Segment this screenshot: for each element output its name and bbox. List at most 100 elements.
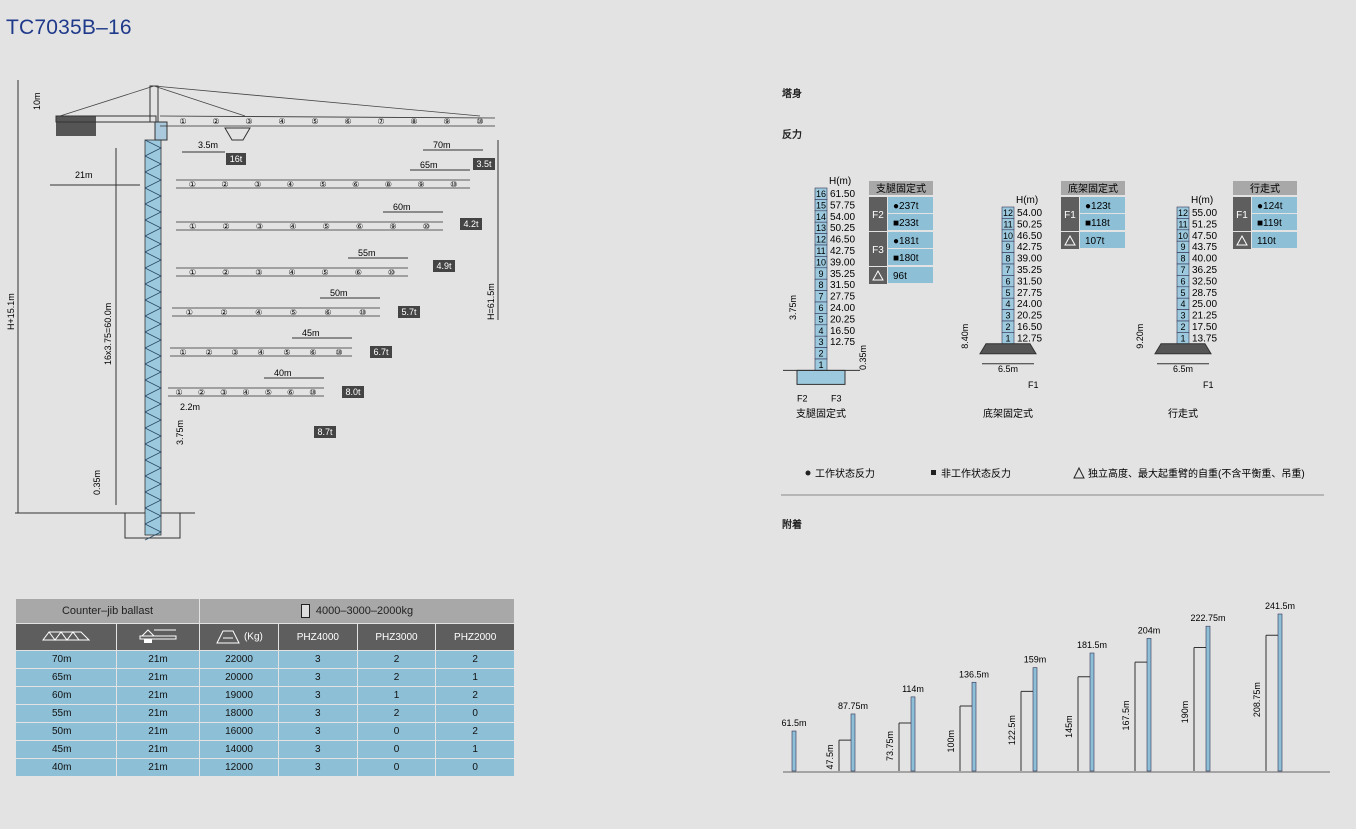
jib-section-label: ① (179, 117, 186, 126)
cab (154, 121, 168, 141)
jib-section-label: ① (179, 348, 186, 357)
load-badge (460, 218, 482, 230)
force-label: F1 (1203, 380, 1214, 390)
jib-length-label: 45m (302, 328, 320, 338)
jib-length-label: 70m (433, 140, 451, 150)
table-cell: 21m (116, 686, 200, 705)
dim-label: 8.40m (960, 324, 970, 349)
jib-section-label: ⑨ (389, 222, 396, 231)
jib-variant: ① ② ③ ④ ⑤ ⑥ ⑩ 55m 5.7t (176, 248, 420, 318)
jib-section-label: ⑤ (283, 348, 290, 357)
legend-label: 独立高度、最大起重臂的自重(不含平衡重、吊重) (1088, 467, 1305, 480)
table-cell: 0 (356, 722, 437, 741)
table-row: 40m 21m 12000 3 0 0 (15, 758, 515, 777)
section-number: 4 (1180, 299, 1185, 309)
level-value: 21.25 (1192, 311, 1217, 322)
row-key-bg (1061, 197, 1079, 231)
section-number: 11 (1178, 219, 1187, 229)
jib-section-label: ④ (288, 268, 295, 277)
tie-tower: 136.5m 100m (946, 669, 989, 772)
top-height-label: 204m (1138, 625, 1161, 635)
jib-chord (170, 347, 352, 357)
crane-elevation: ① ② ③ ④ ⑤ ⑥ ⑦ ⑧ ⑨ ⑩ 16t 3.5m 70m 3.5t ① ② ③ ④ ⑤ ⑥ ⑧ ⑨ ⑩ 65m 4.2t… (6, 80, 499, 541)
value-cell (888, 232, 933, 248)
anchor-line (1193, 646, 1206, 771)
level-value: 51.25 (1192, 219, 1217, 230)
section-number: 10 (816, 257, 826, 267)
anchor-line (838, 739, 851, 771)
table-title: 底架固定式 (1068, 182, 1118, 195)
dim-label: 6.5m (1173, 364, 1193, 374)
tower-bar (791, 730, 797, 772)
jib-section-label: ⑩ (335, 348, 342, 357)
level-value: 27.75 (1017, 288, 1042, 299)
value-cell (1080, 197, 1125, 213)
table-cell: 50m (15, 722, 117, 741)
level-value: 39.00 (1017, 254, 1042, 265)
top-height-label: 159m (1024, 655, 1047, 665)
value-text: ■119t (1257, 218, 1282, 229)
jib-section-label: ② (220, 308, 227, 317)
level-value: 55.00 (1192, 208, 1217, 219)
table-cell: 21m (116, 740, 200, 759)
jib-chord (168, 387, 324, 397)
table-cell: 2 (435, 650, 515, 669)
table-cell: 1 (356, 686, 437, 705)
legend-label: 工作状态反力 (815, 467, 875, 480)
jib-section-label: ① (176, 388, 183, 397)
weight-icon (216, 630, 240, 644)
table-cell: 2 (356, 650, 437, 669)
value-cell (888, 249, 933, 265)
section-number: 13 (816, 223, 826, 233)
tower-bar (1032, 667, 1038, 772)
tie-tower: 114m 73.75m (885, 684, 924, 772)
tower-bar (910, 696, 916, 772)
row-key-bg (869, 232, 887, 266)
anchor-label: 122.5m (1007, 715, 1017, 745)
jib-section-label: ④ (255, 308, 262, 317)
table-cell: 3 (278, 722, 358, 741)
level-value: 46.50 (1017, 231, 1042, 242)
load-label: 8.0t (345, 387, 361, 397)
table-cell: 2 (356, 668, 437, 687)
section-number: 1 (818, 360, 823, 370)
jib-section-label: ① (189, 268, 196, 277)
level-value: 20.25 (1017, 311, 1042, 322)
jib-section-label: ① (189, 180, 196, 189)
section-label: 3.75m (175, 420, 185, 445)
value-text: 107t (1085, 236, 1105, 247)
section-tower: 塔身 (782, 89, 802, 100)
tie-tower: 159m 122.5m (1007, 655, 1047, 772)
value-text: ■233t (893, 218, 919, 229)
level-value: 20.25 (830, 314, 855, 325)
jib-length-label: 60m (393, 202, 411, 212)
jib-section-label: ⑤ (322, 268, 329, 277)
tie-tower: 241.5m 208.75m (1252, 601, 1295, 772)
table-cell: 18000 (199, 704, 279, 723)
table-cell: 21m (116, 704, 200, 723)
dim-label: 21m (75, 170, 93, 180)
jib-chord (176, 221, 443, 231)
table-cell: 0 (356, 740, 437, 759)
table-cell: 2 (356, 704, 437, 723)
section-reaction: 反力 (782, 130, 802, 141)
section-number: 4 (1005, 299, 1010, 309)
row-key: F2 (872, 210, 884, 221)
tower-bar (971, 681, 977, 772)
counterweight (56, 116, 96, 136)
load-badge (314, 426, 336, 438)
table-cell: 1 (435, 668, 515, 687)
table-cell: 2 (435, 722, 515, 741)
section-number: 6 (1005, 276, 1010, 286)
table-cell: 3 (278, 740, 358, 759)
anchor-label: 190m (1180, 701, 1190, 724)
anchor-label: 145m (1064, 715, 1074, 738)
section-number: 5 (818, 314, 823, 324)
anchor-line (1265, 634, 1278, 771)
table-cell: 21m (116, 668, 200, 687)
config-name: 底架固定式 (983, 407, 1033, 420)
section-number: 14 (816, 212, 826, 222)
jib-section-label: ⑥ (309, 348, 316, 357)
jib-section-label: ⑥ (344, 117, 351, 126)
